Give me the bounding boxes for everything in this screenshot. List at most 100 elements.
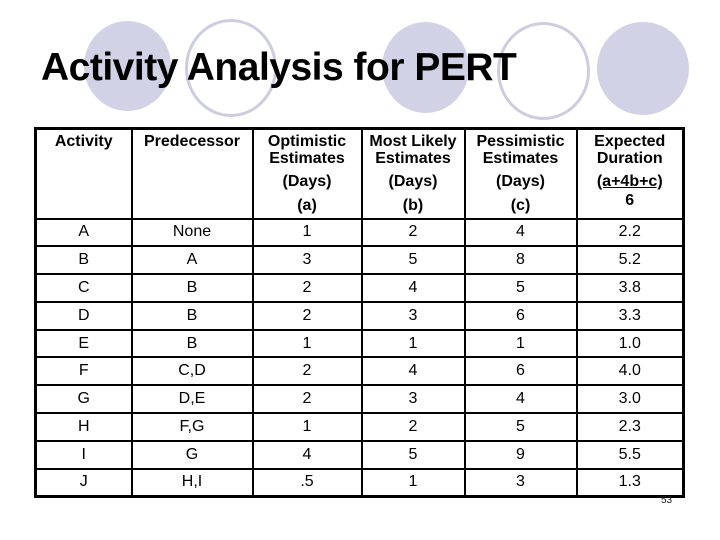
cell-expected: 2.3 <box>575 412 685 442</box>
table-header-row: Activity Predecessor Optimistic Estimate… <box>34 127 685 220</box>
cell-optimistic: 2 <box>251 273 363 303</box>
cell-expected: 3.3 <box>575 300 685 331</box>
table-row: J H,I .5 1 3 1.3 <box>34 467 685 498</box>
formula-denominator: 6 <box>625 192 635 209</box>
cell-most-likely: 1 <box>360 467 466 498</box>
slide-title: Activity Analysis for PERT <box>41 46 517 89</box>
cell-activity: F <box>34 356 133 387</box>
cell-predecessor: A <box>130 245 254 276</box>
header-line: Most Likely <box>369 133 457 150</box>
cell-predecessor: H,I <box>130 467 254 498</box>
cell-optimistic: 1 <box>251 412 363 442</box>
formula-numerator: (a+4b+c) <box>596 173 663 190</box>
table-row: G D,E 2 3 4 3.0 <box>34 384 685 415</box>
header-line-symbol: (a) <box>297 197 317 214</box>
col-header-predecessor: Predecessor <box>130 127 254 220</box>
cell-pessimistic: 9 <box>463 439 578 470</box>
cell-predecessor: B <box>130 300 254 331</box>
cell-expected: 1.3 <box>575 467 685 498</box>
header-line: Expected <box>594 133 666 150</box>
header-line: Duration <box>596 150 663 167</box>
cell-activity: H <box>34 412 133 442</box>
cell-optimistic: 2 <box>251 384 363 415</box>
cell-expected: 1.0 <box>575 328 685 359</box>
table-row: C B 2 4 5 3.8 <box>34 273 685 303</box>
table-row: I G 4 5 9 5.5 <box>34 439 685 470</box>
cell-most-likely: 4 <box>360 273 466 303</box>
header-line: Predecessor <box>143 133 241 150</box>
decorative-circle-filled-1 <box>84 21 171 111</box>
cell-optimistic: 1 <box>251 328 363 359</box>
cell-expected: 3.0 <box>575 384 685 415</box>
cell-pessimistic: 6 <box>463 300 578 331</box>
header-line: Activity <box>54 133 113 150</box>
cell-predecessor: D,E <box>130 384 254 415</box>
header-line: Pessimistic <box>476 133 565 150</box>
table-row: F C,D 2 4 6 4.0 <box>34 356 685 387</box>
col-header-optimistic: Optimistic Estimates (Days) (a) <box>251 127 363 220</box>
table-row: E B 1 1 1 1.0 <box>34 328 685 359</box>
decorative-circle-outlined-2 <box>497 22 590 120</box>
cell-expected: 4.0 <box>575 356 685 387</box>
col-header-expected-duration: Expected Duration (a+4b+c) 6 <box>575 127 685 220</box>
cell-optimistic: 4 <box>251 439 363 470</box>
header-line-symbol: (c) <box>510 197 531 214</box>
cell-pessimistic: 6 <box>463 356 578 387</box>
cell-most-likely: 1 <box>360 328 466 359</box>
header-line-units: (Days) <box>388 173 438 190</box>
cell-activity: G <box>34 384 133 415</box>
cell-most-likely: 3 <box>360 384 466 415</box>
cell-pessimistic: 4 <box>463 384 578 415</box>
cell-expected: 2.2 <box>575 217 685 248</box>
cell-activity: I <box>34 439 133 470</box>
cell-predecessor: F,G <box>130 412 254 442</box>
cell-optimistic: 2 <box>251 300 363 331</box>
decorative-circle-filled-3 <box>597 22 689 115</box>
cell-pessimistic: 1 <box>463 328 578 359</box>
cell-predecessor: G <box>130 439 254 470</box>
cell-activity: J <box>34 467 133 498</box>
header-line-units: (Days) <box>496 173 545 190</box>
cell-optimistic: 3 <box>251 245 363 276</box>
cell-optimistic: 1 <box>251 217 363 248</box>
cell-pessimistic: 8 <box>463 245 578 276</box>
cell-most-likely: 2 <box>360 217 466 248</box>
cell-most-likely: 5 <box>360 439 466 470</box>
cell-activity: E <box>34 328 133 359</box>
cell-activity: C <box>34 273 133 303</box>
header-line: Estimates <box>375 150 451 167</box>
cell-pessimistic: 5 <box>463 273 578 303</box>
decorative-circle-filled-2 <box>382 22 469 113</box>
table-row: B A 3 5 8 5.2 <box>34 245 685 276</box>
cell-most-likely: 3 <box>360 300 466 331</box>
page-number: 53 <box>661 495 673 506</box>
formula-fraction: (a+4b+c) 6 <box>579 167 682 209</box>
cell-optimistic: .5 <box>251 467 363 498</box>
header-line: Estimates <box>482 150 559 167</box>
cell-predecessor: C,D <box>130 356 254 387</box>
table-row: H F,G 1 2 5 2.3 <box>34 412 685 442</box>
activity-analysis-table: Activity Predecessor Optimistic Estimate… <box>34 127 685 498</box>
header-line: Optimistic <box>267 133 347 150</box>
cell-expected: 5.2 <box>575 245 685 276</box>
cell-expected: 3.8 <box>575 273 685 303</box>
table-row: D B 2 3 6 3.3 <box>34 300 685 331</box>
decorative-circle-outlined-1 <box>185 19 277 117</box>
col-header-activity: Activity <box>34 127 133 220</box>
cell-most-likely: 4 <box>360 356 466 387</box>
table-row: A None 1 2 4 2.2 <box>34 217 685 248</box>
cell-optimistic: 2 <box>251 356 363 387</box>
col-header-most-likely: Most Likely Estimates (Days) (b) <box>360 127 466 220</box>
cell-pessimistic: 4 <box>463 217 578 248</box>
header-line: Estimates <box>269 150 345 167</box>
cell-most-likely: 2 <box>360 412 466 442</box>
cell-pessimistic: 5 <box>463 412 578 442</box>
cell-predecessor: None <box>130 217 254 248</box>
cell-expected: 5.5 <box>575 439 685 470</box>
cell-predecessor: B <box>130 328 254 359</box>
cell-pessimistic: 3 <box>463 467 578 498</box>
cell-activity: A <box>34 217 133 248</box>
col-header-pessimistic: Pessimistic Estimates (Days) (c) <box>463 127 578 220</box>
header-line-units: (Days) <box>282 173 332 190</box>
